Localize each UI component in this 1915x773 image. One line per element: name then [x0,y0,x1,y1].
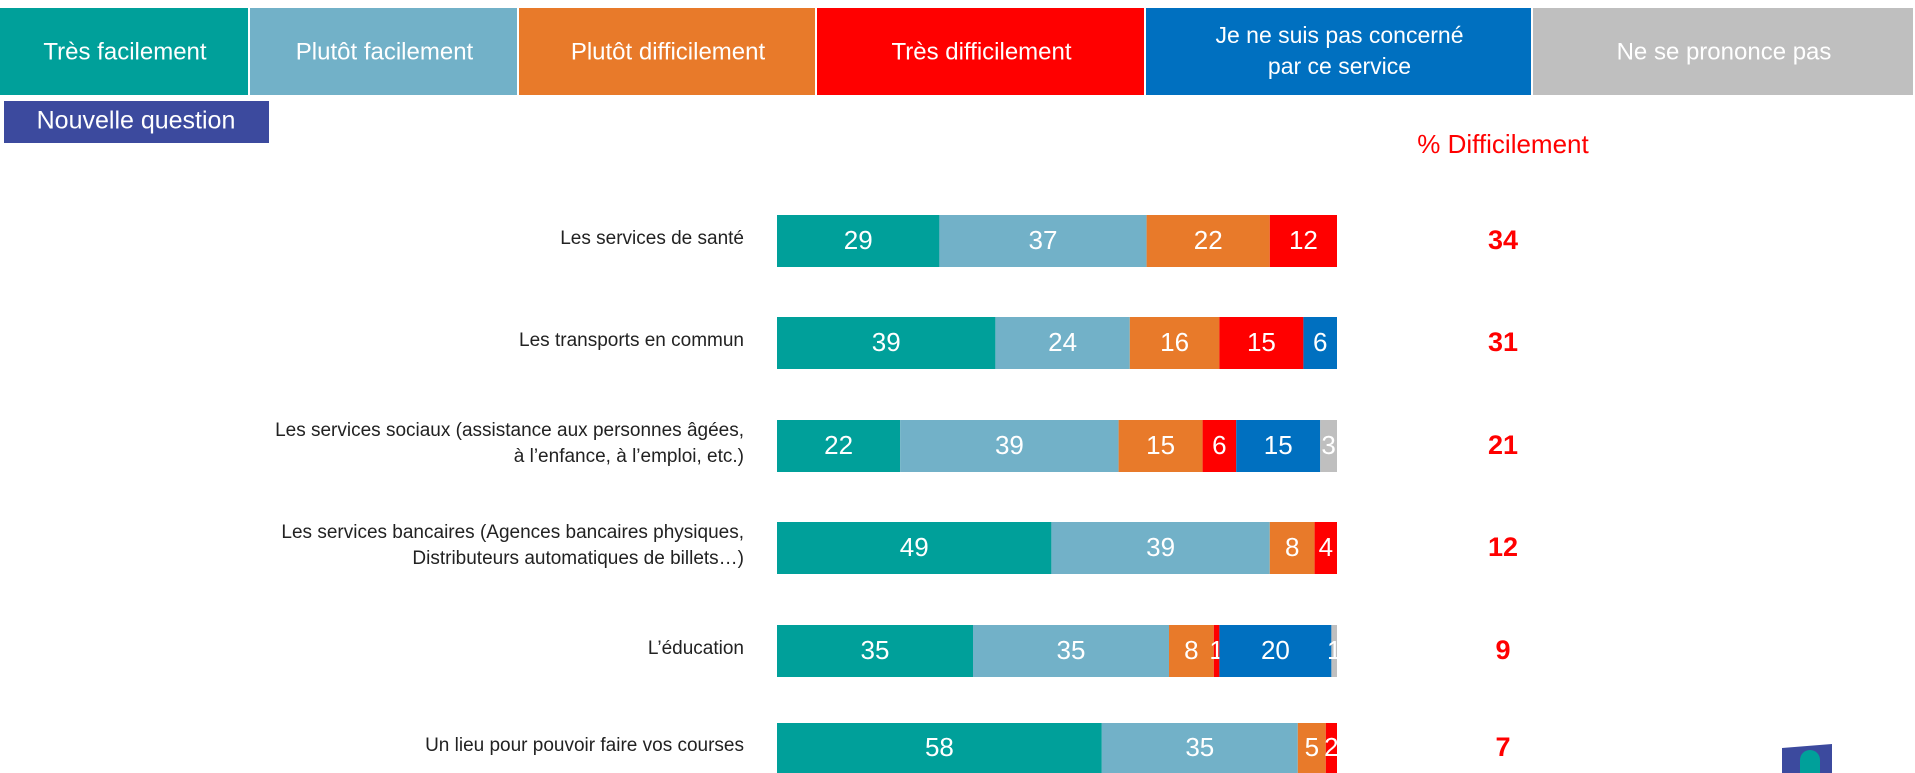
value-label: 15 [1264,430,1293,460]
bar-segment [1146,215,1270,267]
bar-segment [1219,625,1332,677]
value-label: 58 [925,732,954,762]
bar-segment [995,317,1130,369]
totals-title: % Difficilement [1417,129,1589,159]
category-label: Distributeurs automatiques de billets…) [412,548,744,569]
total-label: 34 [1488,225,1518,255]
bar-segment [777,625,973,677]
value-label: 6 [1212,430,1226,460]
value-label: 39 [1146,532,1175,562]
bar-segment [1219,317,1304,369]
value-label: 24 [1048,327,1077,357]
value-label: 15 [1247,327,1276,357]
value-label: 20 [1261,635,1290,665]
legend-box [1146,8,1531,95]
bar-segment [1269,522,1315,574]
legend-label: Je ne suis pas concerné par ce service [1215,22,1463,79]
value-label: 6 [1313,327,1327,357]
category-label: Un lieu pour pouvoir faire vos courses [425,735,744,756]
value-label: 22 [824,430,853,460]
category-label: à l’enfance, à l’emploi, etc.) [514,446,744,467]
legend-box [0,8,248,95]
header-box [4,101,269,143]
value-label: 39 [872,327,901,357]
legend-box [817,8,1144,95]
category-label: L’éducation [648,638,744,659]
legend-label: Plutôt facilement [296,38,474,65]
value-label: 5 [1305,732,1319,762]
value-label: 4 [1319,532,1333,562]
legend-box [1533,8,1913,95]
total-label: 9 [1495,635,1510,665]
bar-segment [1320,420,1337,472]
bar-segment [1129,317,1220,369]
bar-segment [1325,723,1337,773]
value-label: 3 [1321,430,1335,460]
total-label: 7 [1495,732,1510,762]
logo-part [1800,750,1820,773]
bar-segment [777,215,940,267]
bar-segment [777,420,901,472]
legend-box [519,8,815,95]
bar-segment [1051,522,1270,574]
bar-segment [1236,420,1321,472]
category-label: Les services de santé [560,228,744,249]
category-label: Les transports en commun [519,330,744,351]
value-label: 39 [995,430,1024,460]
value-label: 1 [1327,635,1341,665]
total-label: 12 [1488,532,1518,562]
bar-segment [1303,317,1337,369]
value-label: 2 [1324,732,1338,762]
value-label: 37 [1029,225,1058,255]
legend-label: Ne se prononce pas [1617,38,1832,65]
legend-box [250,8,517,95]
value-label: 12 [1289,225,1318,255]
bar-segment [1297,723,1326,773]
legend-label: Très facilement [43,38,206,65]
bar-segment [777,723,1102,773]
bar-segment [900,420,1119,472]
bar-segment [939,215,1147,267]
value-label: 15 [1146,430,1175,460]
bar-segment [1101,723,1298,773]
value-label: 8 [1184,635,1198,665]
value-label: 8 [1285,532,1299,562]
bar-segment [1213,625,1220,677]
bar-segment [973,625,1169,677]
bar-segment [1202,420,1237,472]
value-label: 49 [900,532,929,562]
value-label: 16 [1160,327,1189,357]
value-label: 35 [1057,635,1086,665]
bar-segment [1118,420,1203,472]
total-label: 21 [1488,430,1518,460]
value-label: 35 [1185,732,1214,762]
value-label: 35 [861,635,890,665]
bar-segment [1169,625,1214,677]
header: Nouvelle question [37,107,236,135]
bar-segment [1269,215,1337,267]
category-label: Les services sociaux (assistance aux per… [275,420,744,441]
total-label: 31 [1488,327,1518,357]
bar-segment [1314,522,1337,574]
legend-label: Très difficilement [891,38,1071,65]
value-label: 29 [844,225,873,255]
bar-segment [777,522,1052,574]
category-label: Les services bancaires (Agences bancaire… [281,522,744,543]
legend-label: Plutôt difficilement [571,38,766,65]
bar-segment [777,317,996,369]
bar-segment [1331,625,1337,677]
value-label: 22 [1194,225,1223,255]
